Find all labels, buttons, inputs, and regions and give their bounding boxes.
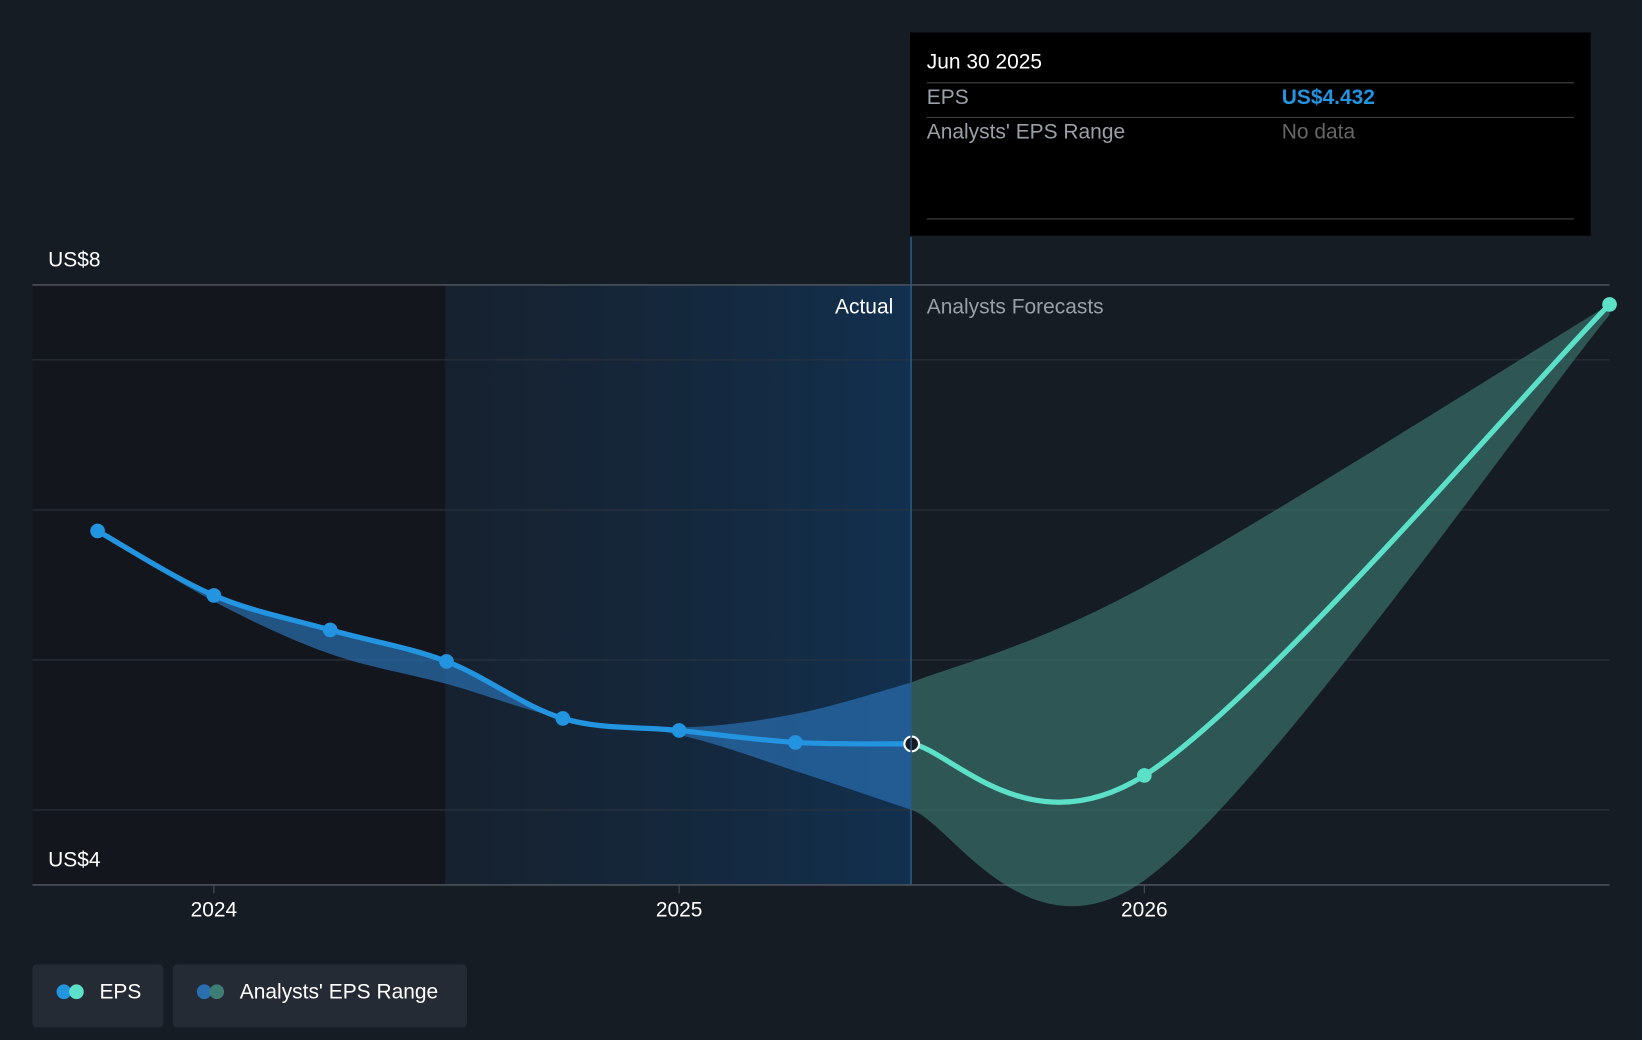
y-tick-label: US$8 — [48, 248, 100, 271]
tooltip-key: Analysts' EPS Range — [927, 121, 1125, 144]
tooltip-key: EPS — [927, 86, 969, 109]
legend-swatch — [56, 984, 72, 1000]
tooltip-value: US$4.432 — [1282, 86, 1375, 109]
legend-swatch — [209, 984, 225, 1000]
legend-item[interactable] — [172, 964, 468, 1028]
eps-point — [90, 523, 105, 539]
eps-point — [671, 723, 687, 738]
legend-swatch — [196, 984, 212, 1000]
range-area — [97, 530, 912, 810]
tooltip-date: Jun 30 2025 — [927, 50, 1042, 73]
past-shade — [32, 284, 446, 885]
tooltip-box — [910, 32, 1591, 236]
y-tick-label: US$4 — [48, 848, 101, 871]
eps-point — [322, 622, 338, 638]
forecast-label: Analysts Forecasts — [927, 295, 1104, 318]
tooltip: Jun 30 2025 EPS US$4.432 Analysts' EPS R… — [910, 32, 1591, 236]
legend-label: Analysts' EPS Range — [240, 980, 438, 1003]
eps-point — [206, 588, 222, 603]
x-tick-label: 2024 — [191, 899, 238, 922]
eps-line — [909, 301, 1613, 805]
eps-point — [555, 711, 571, 726]
tooltip-value: No data — [1282, 121, 1356, 144]
x-tick-label: 2025 — [656, 899, 703, 922]
legend-item[interactable] — [32, 964, 164, 1028]
legend: EPS Analysts' EPS Range — [32, 964, 468, 1028]
x-tick-label: 2026 — [1121, 899, 1168, 922]
actual-label: Actual — [835, 295, 893, 318]
eps-point — [788, 735, 803, 750]
actual-shade — [445, 284, 912, 885]
eps-point — [1602, 297, 1617, 312]
eps-point — [439, 654, 454, 669]
eps-point — [1136, 768, 1152, 783]
legend-swatch — [69, 984, 84, 1000]
range-area — [911, 304, 1610, 907]
legend-label: EPS — [99, 980, 141, 1003]
